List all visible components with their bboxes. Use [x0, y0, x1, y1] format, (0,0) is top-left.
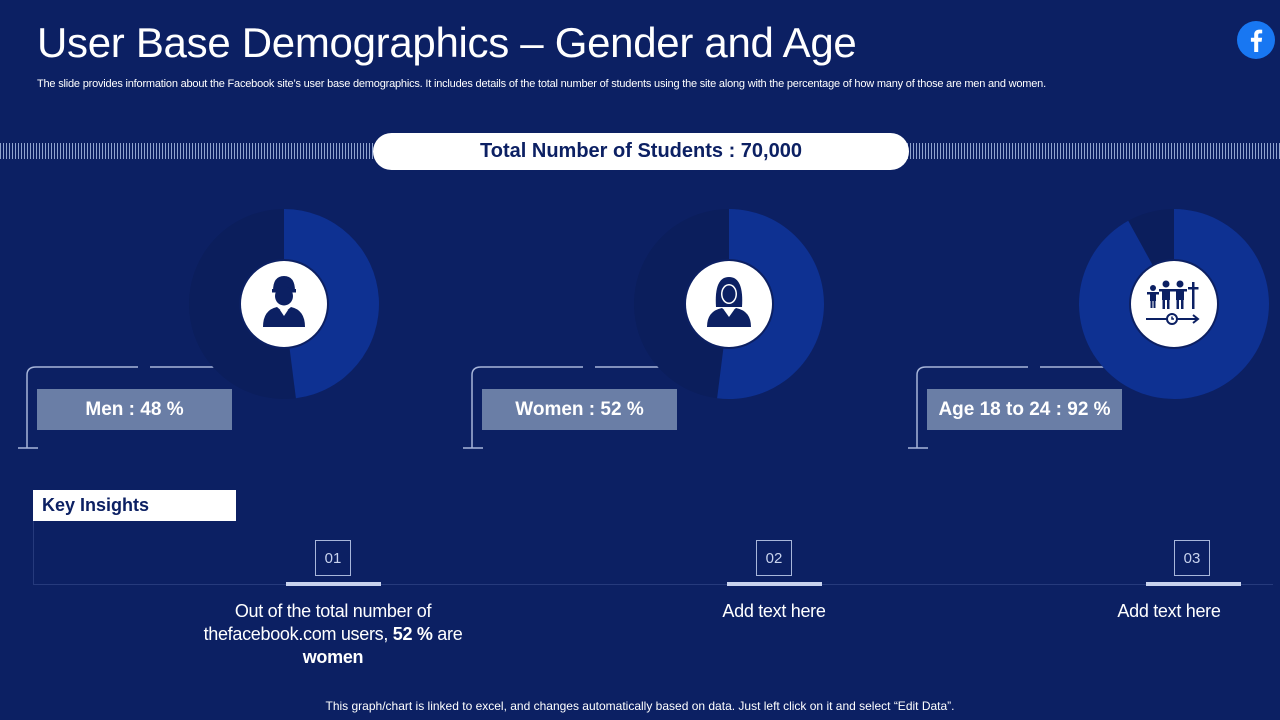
insight-text-1: Out of the total number of thefacebook.c…: [203, 601, 463, 667]
facebook-logo-icon: [1237, 21, 1275, 59]
age-group-timeline-icon: [1131, 261, 1217, 347]
men-stat-label: Men : 48 %: [37, 389, 232, 430]
male-user-icon: [241, 261, 327, 347]
female-user-icon: [686, 261, 772, 347]
women-stat-label: Women : 52 %: [482, 389, 677, 430]
insight-divider: [727, 582, 822, 586]
stat-connector-line: [463, 366, 659, 449]
key-insights-heading: Key Insights: [33, 490, 236, 521]
insight-text-3: Add text here: [1117, 601, 1221, 621]
insight-number-badge: 02: [756, 540, 792, 576]
stat-connector-line: [18, 366, 214, 449]
key-insights-panel: [33, 521, 1273, 585]
total-students-banner: Total Number of Students : 70,000: [373, 133, 909, 170]
insight-divider: [286, 582, 381, 586]
insight-text-2: Add text here: [722, 601, 826, 621]
insight-number-badge: 01: [315, 540, 351, 576]
decorative-stripe-left: [0, 143, 378, 159]
stat-connector-line: [908, 366, 1104, 449]
page-subtitle: The slide provides information about the…: [37, 78, 1046, 90]
page-title: User Base Demographics – Gender and Age: [37, 19, 857, 66]
insight-number-badge: 03: [1174, 540, 1210, 576]
men-donut-slice: [284, 209, 379, 399]
decorative-stripe-right: [904, 143, 1280, 159]
footnote: This graph/chart is linked to excel, and…: [325, 699, 955, 713]
age-stat-label: Age 18 to 24 : 92 %: [927, 389, 1122, 430]
insight-divider: [1146, 582, 1241, 586]
